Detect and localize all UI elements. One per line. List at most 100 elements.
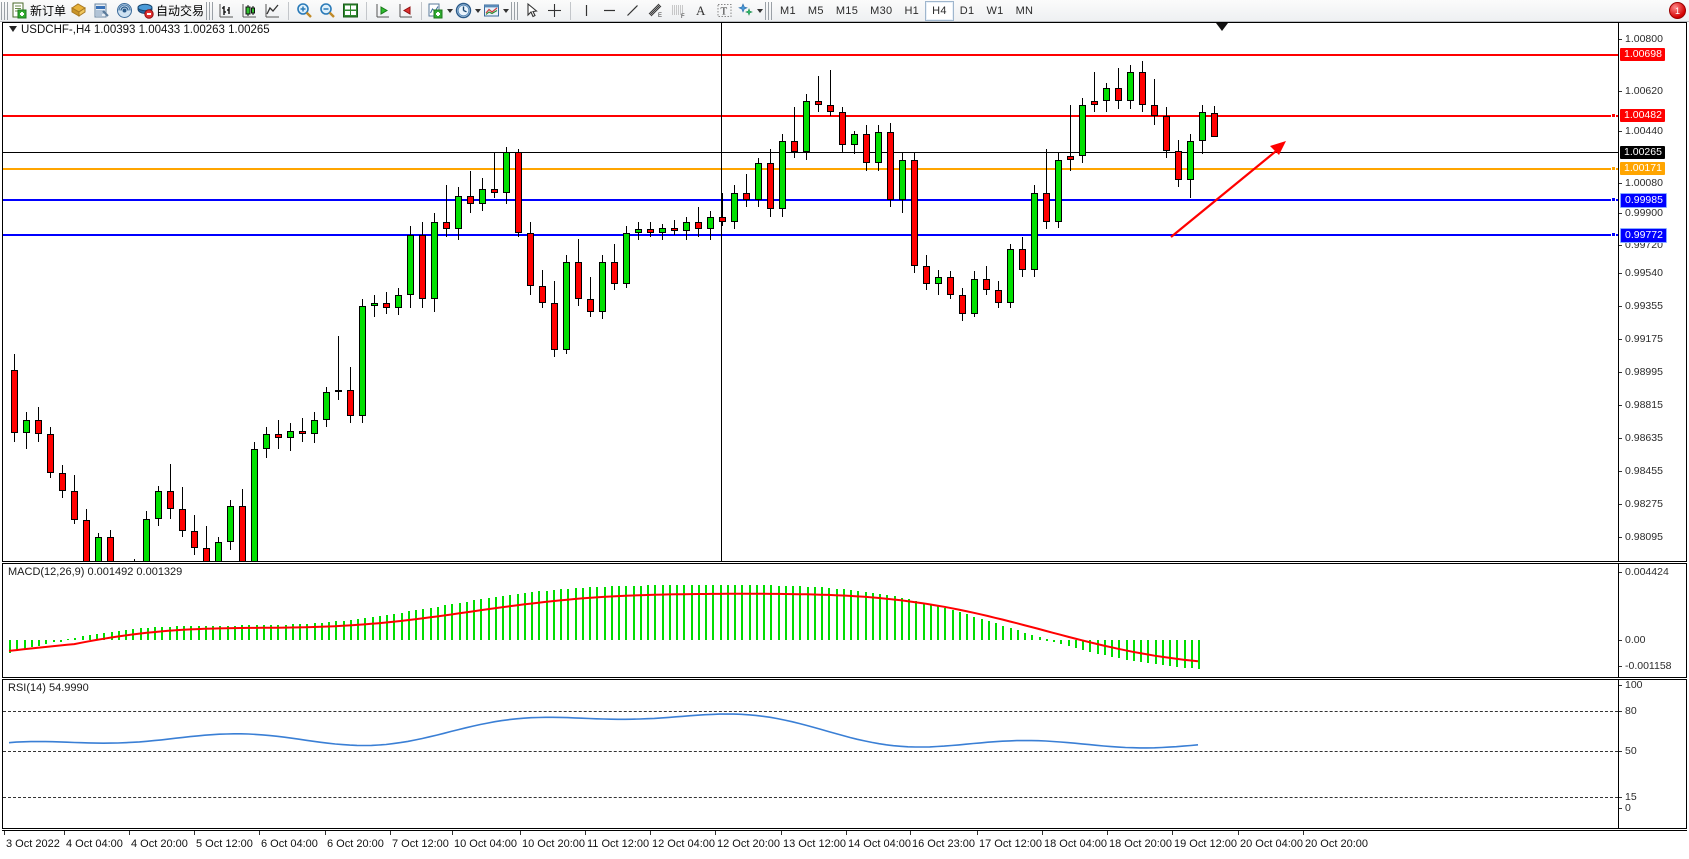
autotrading-button[interactable]: 自动交易 <box>136 1 205 21</box>
candle-body[interactable] <box>1043 192 1050 223</box>
rsi-axis[interactable]: 100 80 50 15 0 <box>1618 680 1686 828</box>
candle-body[interactable] <box>959 295 966 314</box>
candle-body[interactable] <box>1031 192 1038 270</box>
toolbar-grip-2[interactable] <box>206 1 214 20</box>
candle-body[interactable] <box>107 536 114 561</box>
candle-body[interactable] <box>563 262 570 351</box>
candle-body[interactable] <box>719 216 726 223</box>
candle-body[interactable] <box>875 132 882 164</box>
zoom-out-button[interactable] <box>316 1 339 21</box>
timeframe-h1[interactable]: H1 <box>904 4 920 17</box>
auto-scroll-button[interactable] <box>371 1 394 21</box>
candle-body[interactable] <box>1187 141 1194 180</box>
templates-button[interactable] <box>482 1 510 21</box>
candle-body[interactable] <box>659 227 666 233</box>
timeframe-m5[interactable]: M5 <box>807 4 824 17</box>
candle-body[interactable] <box>923 265 930 285</box>
rsi-indicator-panel[interactable]: RSI(14) 54.9990 100 80 50 15 0 <box>2 679 1687 829</box>
pending-order-line-price-tag[interactable]: 1.00171 <box>1620 162 1665 175</box>
text-label-button[interactable]: A <box>690 1 713 21</box>
equidistant-channel-button[interactable]: E <box>644 1 667 21</box>
support-line-1-price-tag[interactable]: 0.99985 <box>1620 193 1667 208</box>
candle-body[interactable] <box>1067 156 1074 160</box>
candle-body[interactable] <box>407 234 414 296</box>
resistance-line-2-handle[interactable] <box>1611 113 1616 118</box>
tile-windows-button[interactable] <box>339 1 362 21</box>
candle-body[interactable] <box>23 419 30 433</box>
candle-body[interactable] <box>479 189 486 204</box>
zoom-in-button[interactable] <box>293 1 316 21</box>
candle-body[interactable] <box>155 491 162 519</box>
candle-body[interactable] <box>1007 249 1014 303</box>
candle-body[interactable] <box>695 222 702 230</box>
candle-body[interactable] <box>1175 150 1182 180</box>
support-line-2-price-tag[interactable]: 0.99772 <box>1620 228 1667 243</box>
candle-body[interactable] <box>911 159 918 266</box>
candle-body[interactable] <box>515 152 522 233</box>
candle-body[interactable] <box>623 233 630 285</box>
text-box-button[interactable]: T <box>713 1 736 21</box>
toolbar-grip-1[interactable] <box>1 1 8 20</box>
candle-body[interactable] <box>1115 88 1122 102</box>
timeframe-w1[interactable]: W1 <box>986 4 1004 17</box>
time-axis[interactable]: 3 Oct 2022 4 Oct 04:00 4 Oct 20:00 5 Oct 12… <box>2 830 1687 858</box>
candle-body[interactable] <box>803 101 810 153</box>
candle-body[interactable] <box>431 222 438 299</box>
period-separator-button[interactable] <box>454 1 482 21</box>
candle-body[interactable] <box>455 196 462 230</box>
chart-shift-button[interactable] <box>394 1 417 21</box>
candle-body[interactable] <box>1163 115 1170 151</box>
candle-body[interactable] <box>671 227 678 232</box>
candle-body[interactable] <box>1139 71 1146 105</box>
candle-body[interactable] <box>647 229 654 233</box>
vertical-line-button[interactable] <box>575 1 598 21</box>
candle-body[interactable] <box>731 192 738 223</box>
data-window-button[interactable] <box>90 1 113 21</box>
candle-body[interactable] <box>1199 112 1206 142</box>
timeframe-m30[interactable]: M30 <box>870 4 893 17</box>
new-order-button[interactable]: 新订单 <box>10 1 67 21</box>
pending-order-line-handle[interactable] <box>1611 166 1616 171</box>
candle-body[interactable] <box>683 222 690 232</box>
candle-body[interactable] <box>815 101 822 105</box>
candle-body[interactable] <box>1151 104 1158 116</box>
candle-body[interactable] <box>83 520 90 561</box>
timeframe-h4[interactable]: H4 <box>925 0 954 21</box>
candle-body[interactable] <box>323 392 330 420</box>
timeframe-mn[interactable]: MN <box>1015 4 1034 17</box>
candle-body[interactable] <box>755 163 762 201</box>
fibonacci-button[interactable]: F <box>667 1 690 21</box>
line-chart-button[interactable] <box>261 1 284 21</box>
toolbar-grip-3[interactable] <box>511 1 519 20</box>
price-chart-panel[interactable]: USDCHF-,H4 1.00393 1.00433 1.00263 1.002… <box>2 22 1687 605</box>
candle-body[interactable] <box>275 434 282 438</box>
candle-body[interactable] <box>371 302 378 307</box>
candle-body[interactable] <box>143 518 150 561</box>
candle-body[interactable] <box>1211 113 1218 137</box>
timeframe-d1[interactable]: D1 <box>959 4 975 17</box>
candle-body[interactable] <box>887 132 894 201</box>
candle-body[interactable] <box>851 134 858 146</box>
candle-body[interactable] <box>47 434 54 473</box>
timeframe-m1[interactable]: M1 <box>780 4 796 17</box>
bar-chart-button[interactable] <box>215 1 238 21</box>
candle-body[interactable] <box>215 542 222 561</box>
candle-body[interactable] <box>827 104 834 113</box>
resistance-line-1[interactable] <box>3 54 1618 56</box>
candle-body[interactable] <box>767 163 774 210</box>
candle-body[interactable] <box>947 276 954 296</box>
candle-body[interactable] <box>899 159 906 201</box>
trendline-button[interactable] <box>621 1 644 21</box>
candle-body[interactable] <box>287 430 294 438</box>
candle-body[interactable] <box>587 298 594 312</box>
support-line-1-handle[interactable] <box>1611 197 1616 202</box>
support-line-2[interactable] <box>3 234 1618 236</box>
toolbar-grip-4[interactable] <box>765 1 773 20</box>
candle-body[interactable] <box>59 472 66 492</box>
macd-indicator-panel[interactable]: MACD(12,26,9) 0.001492 0.001329 0.004424… <box>2 563 1687 678</box>
macd-plot-region[interactable] <box>3 564 1618 677</box>
resistance-line-1-price-tag[interactable]: 1.00698 <box>1620 48 1665 61</box>
candle-body[interactable] <box>1055 159 1062 223</box>
resistance-line-2[interactable] <box>3 115 1618 117</box>
pending-order-line[interactable] <box>3 168 1618 170</box>
